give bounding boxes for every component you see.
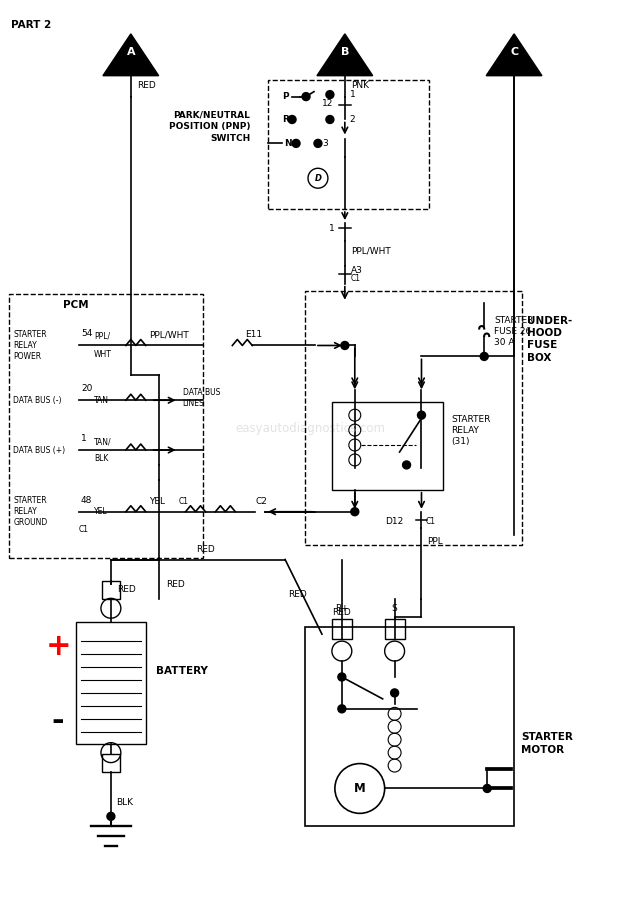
Circle shape — [351, 508, 359, 516]
Text: N: N — [284, 139, 292, 148]
Text: 20: 20 — [81, 384, 93, 393]
Text: RED: RED — [137, 81, 156, 90]
Text: S: S — [392, 604, 397, 613]
Circle shape — [391, 688, 399, 697]
Circle shape — [480, 353, 488, 360]
Text: D12: D12 — [385, 518, 404, 526]
Text: B: B — [341, 47, 349, 57]
Bar — [268, 80, 430, 209]
Text: STARTER
RELAY
GROUND: STARTER RELAY GROUND — [14, 496, 48, 527]
Text: easyautodiagnostics.com: easyautodiagnostics.com — [235, 421, 385, 435]
Circle shape — [483, 785, 491, 793]
Bar — [9, 293, 203, 557]
Text: 2: 2 — [350, 115, 355, 124]
Text: D: D — [315, 174, 321, 183]
Text: 1: 1 — [81, 434, 87, 443]
Text: 54: 54 — [81, 328, 93, 338]
Text: PPL/WHT: PPL/WHT — [351, 247, 391, 256]
Circle shape — [302, 93, 310, 101]
Text: R: R — [282, 115, 289, 124]
Text: C1: C1 — [351, 274, 361, 284]
Text: 1: 1 — [329, 224, 335, 233]
Text: RED: RED — [196, 544, 215, 554]
Text: 12: 12 — [321, 99, 333, 108]
Bar — [384, 619, 405, 639]
Text: PPL/WHT: PPL/WHT — [149, 330, 188, 339]
Text: BLK: BLK — [116, 798, 133, 807]
Bar — [76, 622, 146, 743]
Text: UNDER-
HOOD
FUSE
BOX: UNDER- HOOD FUSE BOX — [527, 316, 572, 363]
Text: WHT: WHT — [94, 350, 112, 359]
Bar — [102, 753, 120, 771]
Text: TAN: TAN — [94, 396, 109, 405]
Text: C1: C1 — [425, 518, 436, 526]
Text: DATA BUS (-): DATA BUS (-) — [14, 396, 62, 405]
Text: TAN/: TAN/ — [94, 437, 112, 446]
Circle shape — [338, 673, 346, 681]
Polygon shape — [486, 34, 542, 76]
Circle shape — [402, 461, 410, 469]
Circle shape — [292, 140, 300, 148]
Text: A: A — [127, 47, 135, 57]
Text: STARTER
MOTOR: STARTER MOTOR — [521, 732, 573, 755]
Circle shape — [314, 140, 322, 148]
Text: PARK/NEUTRAL
POSITION (PNP)
SWITCH: PARK/NEUTRAL POSITION (PNP) SWITCH — [169, 110, 250, 143]
Text: P: P — [282, 92, 289, 101]
Circle shape — [326, 91, 334, 99]
Text: 48: 48 — [81, 496, 93, 505]
Text: A3: A3 — [351, 266, 363, 275]
Polygon shape — [317, 34, 373, 76]
Polygon shape — [103, 34, 159, 76]
Text: BATTERY: BATTERY — [156, 666, 208, 676]
Text: PPL: PPL — [428, 537, 443, 546]
Text: STARTER
RELAY
(31): STARTER RELAY (31) — [451, 415, 491, 446]
Text: +: + — [45, 632, 71, 661]
Text: RED: RED — [117, 585, 135, 594]
Text: RED: RED — [332, 608, 351, 617]
Text: STARTER
RELAY
POWER: STARTER RELAY POWER — [14, 330, 47, 361]
Text: PPL/: PPL/ — [94, 331, 110, 340]
Text: M: M — [354, 782, 366, 795]
Text: PCM: PCM — [63, 300, 89, 310]
Text: C1: C1 — [179, 497, 188, 506]
Text: -: - — [52, 707, 64, 736]
Text: C1: C1 — [79, 525, 89, 534]
Bar — [332, 402, 443, 490]
Text: 3: 3 — [322, 139, 328, 148]
Bar — [102, 581, 120, 599]
Text: YEL: YEL — [149, 497, 165, 506]
Text: RED: RED — [166, 580, 184, 589]
Text: RED: RED — [288, 590, 307, 598]
Bar — [305, 627, 514, 826]
Text: 1: 1 — [350, 90, 355, 99]
Text: PNK: PNK — [351, 81, 369, 90]
Circle shape — [338, 705, 346, 713]
Text: C2: C2 — [255, 497, 267, 506]
Text: E11: E11 — [245, 330, 263, 339]
Text: DATA BUS
LINES: DATA BUS LINES — [182, 388, 220, 409]
Text: STARTER
FUSE 26
30 A: STARTER FUSE 26 30 A — [494, 316, 533, 346]
Text: DATA BUS (+): DATA BUS (+) — [14, 446, 66, 454]
Circle shape — [107, 813, 115, 820]
Circle shape — [326, 115, 334, 123]
Text: PART 2: PART 2 — [11, 20, 51, 30]
Bar — [305, 291, 522, 544]
Circle shape — [341, 341, 349, 349]
Text: BLK: BLK — [94, 454, 108, 463]
Circle shape — [418, 411, 425, 419]
Circle shape — [288, 115, 296, 123]
Bar — [332, 619, 352, 639]
Text: B+: B+ — [335, 604, 349, 613]
Text: YEL: YEL — [94, 508, 108, 517]
Text: C: C — [510, 47, 518, 57]
